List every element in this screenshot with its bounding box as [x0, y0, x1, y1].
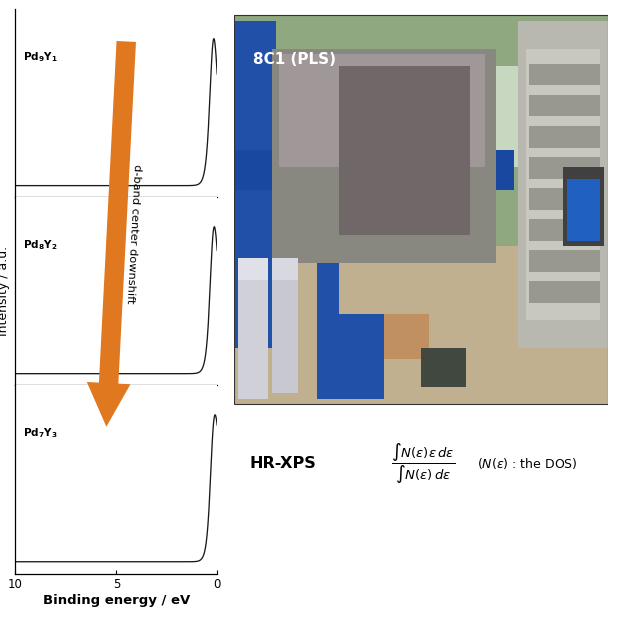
Text: HR-XPS: HR-XPS	[249, 456, 316, 471]
Bar	[271, 66, 533, 167]
Bar	[529, 188, 600, 210]
Bar	[238, 263, 268, 399]
Bar	[234, 246, 608, 404]
Bar	[234, 15, 608, 404]
Bar	[234, 20, 276, 348]
Text: $\mathbf{Pd_7Y_3}$: $\mathbf{Pd_7Y_3}$	[23, 427, 58, 440]
Bar	[529, 219, 600, 241]
Bar	[280, 55, 484, 167]
Bar	[529, 281, 600, 303]
Text: d-band center downshift: d-band center downshift	[125, 164, 142, 304]
Bar	[317, 314, 384, 399]
Bar	[529, 157, 600, 179]
Bar	[271, 269, 298, 393]
Bar	[529, 95, 600, 117]
Text: $(N(\varepsilon)$ : the DOS): $(N(\varepsilon)$ : the DOS)	[477, 456, 578, 471]
Bar	[529, 64, 600, 86]
Bar	[238, 257, 268, 280]
Bar	[234, 151, 515, 190]
Bar	[421, 348, 466, 388]
Bar	[518, 20, 608, 348]
Text: $\mathbf{Pd_8Y_2}$: $\mathbf{Pd_8Y_2}$	[23, 239, 58, 252]
Bar	[566, 179, 600, 241]
Bar	[384, 314, 429, 359]
Bar	[526, 49, 600, 320]
Bar	[563, 167, 604, 246]
X-axis label: Binding energy / eV: Binding energy / eV	[43, 594, 190, 607]
Bar	[339, 66, 470, 235]
Text: $\dfrac{\int N(\varepsilon)\varepsilon\, d\varepsilon}{\int N(\varepsilon)\, d\v: $\dfrac{\int N(\varepsilon)\varepsilon\,…	[391, 441, 455, 485]
Bar	[529, 250, 600, 272]
Bar	[271, 49, 495, 263]
Bar	[529, 126, 600, 148]
Bar	[234, 15, 608, 404]
Bar	[271, 257, 298, 280]
Y-axis label: Intensity / a.u.: Intensity / a.u.	[0, 246, 10, 337]
Text: $\mathbf{Pd_9Y_1}$: $\mathbf{Pd_9Y_1}$	[23, 50, 58, 64]
Bar	[317, 122, 339, 348]
Text: 8C1 (PLS): 8C1 (PLS)	[253, 51, 336, 66]
